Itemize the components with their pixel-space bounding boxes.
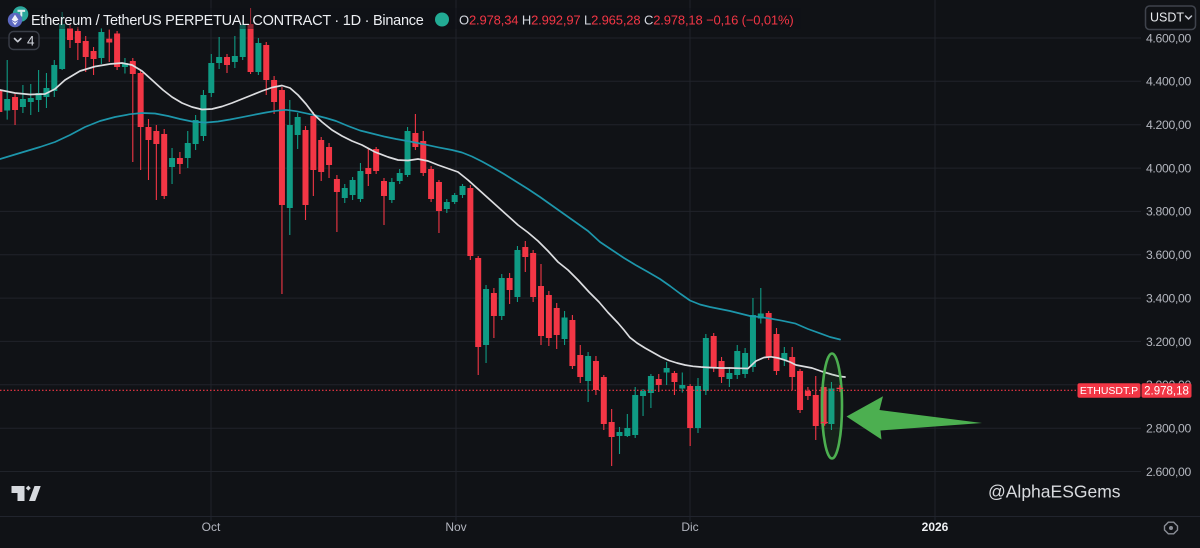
- svg-text:2026: 2026: [922, 520, 949, 534]
- svg-text:4.200,00: 4.200,00: [1146, 118, 1192, 132]
- svg-text:Ethereum / TetherUS PERPETUAL: Ethereum / TetherUS PERPETUAL CONTRACT ·…: [31, 13, 424, 29]
- svg-text:3.800,00: 3.800,00: [1146, 205, 1192, 219]
- svg-text:2.978,18: 2.978,18: [1144, 385, 1189, 397]
- svg-text:2.800,00: 2.800,00: [1146, 422, 1192, 436]
- svg-text:4.000,00: 4.000,00: [1146, 161, 1192, 175]
- svg-text:4: 4: [27, 34, 35, 49]
- svg-text:4.600,00: 4.600,00: [1146, 31, 1192, 45]
- svg-text:Oct: Oct: [202, 520, 221, 534]
- svg-text:O2.978,34 H2.992,97 L2.965,28: O2.978,34 H2.992,97 L2.965,28 C2.978,18 …: [459, 13, 794, 28]
- svg-text:3.600,00: 3.600,00: [1146, 248, 1192, 262]
- svg-text:4.400,00: 4.400,00: [1146, 75, 1192, 89]
- svg-text:2.600,00: 2.600,00: [1146, 465, 1192, 479]
- svg-text:3.400,00: 3.400,00: [1146, 291, 1192, 305]
- svg-text:@AlphaESGems: @AlphaESGems: [988, 482, 1121, 502]
- svg-text:Dic: Dic: [681, 520, 698, 534]
- svg-text:Nov: Nov: [445, 520, 466, 534]
- svg-text:USDT: USDT: [1150, 11, 1184, 25]
- svg-text:3.200,00: 3.200,00: [1146, 335, 1192, 349]
- svg-text:ETHUSDT.P: ETHUSDT.P: [1080, 385, 1138, 397]
